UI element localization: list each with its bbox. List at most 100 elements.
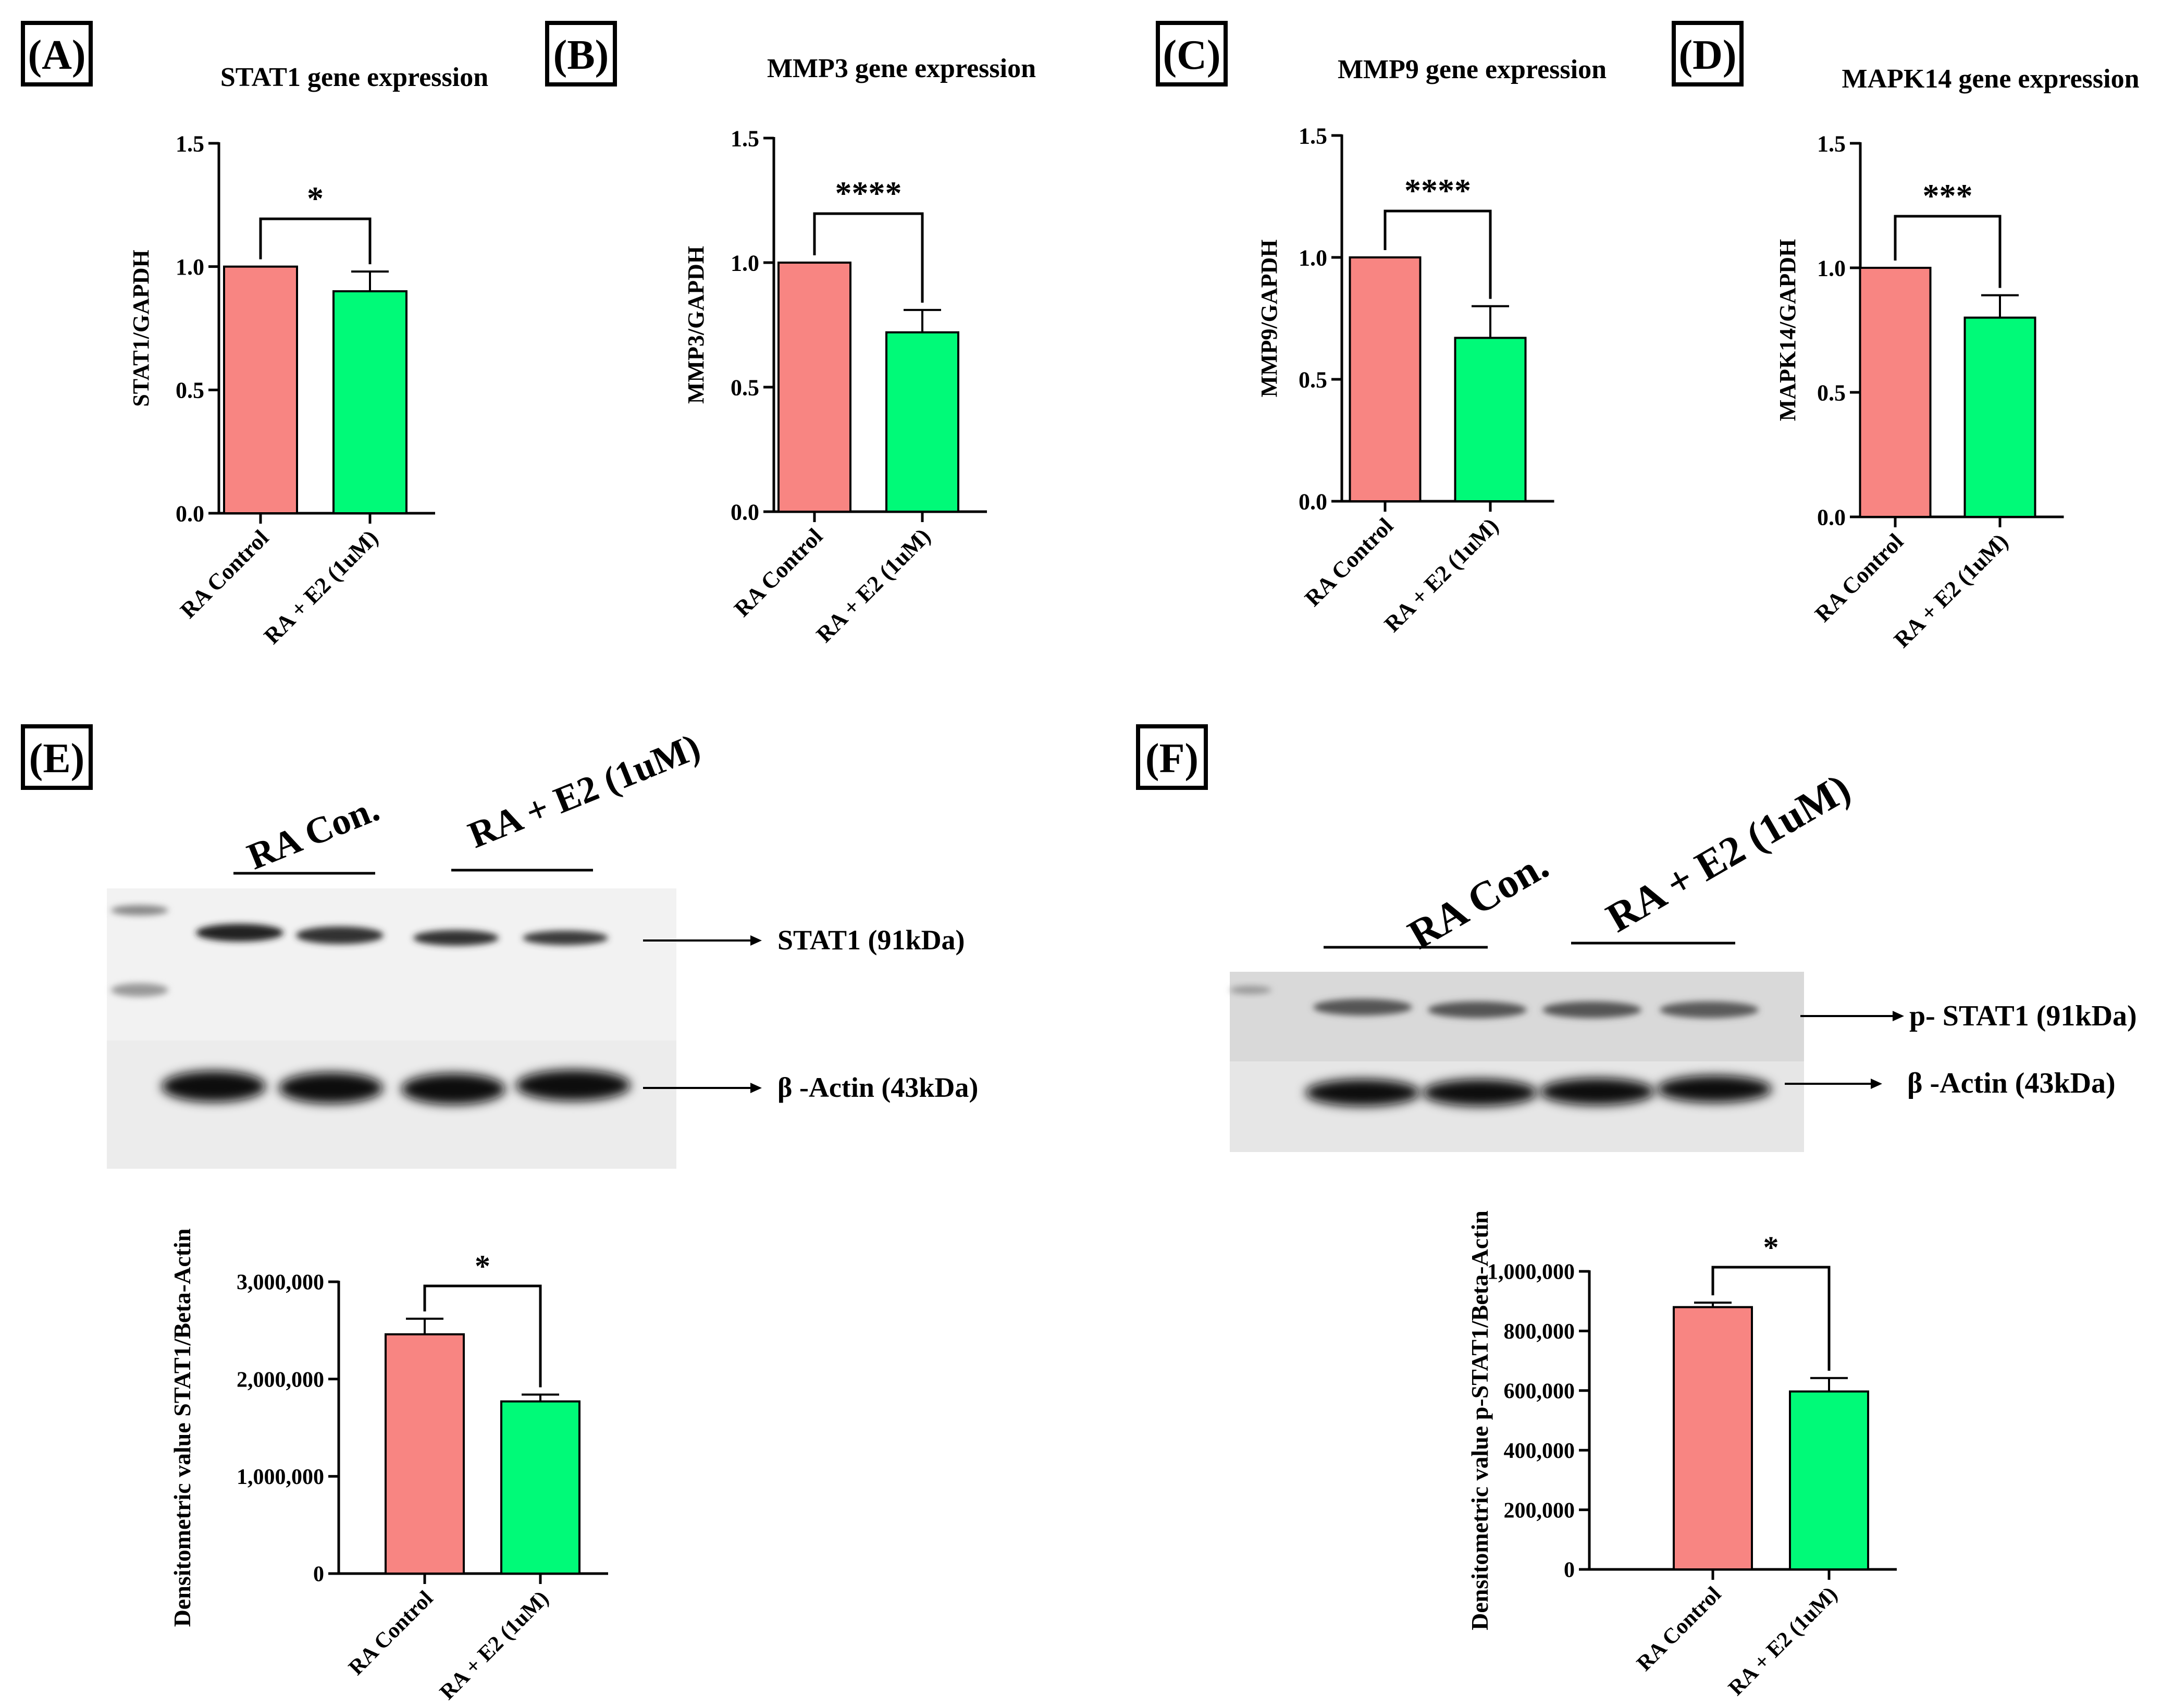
significance-bracket [259,217,372,265]
blot-e-group-treated: RA + E2 (1uM) [463,725,706,856]
significance-stars: * [475,1249,490,1283]
y-tick-label: 1.5 [1299,123,1327,148]
blot-e-membrane-actin [107,1041,676,1169]
y-tick-label: 2,000,000 [237,1368,324,1392]
panel-label-e: (E) [21,724,93,790]
y-axis-label: Densitometric value p-STAT1/Beta-Actin [1466,1210,1493,1630]
significance-bracket [813,212,924,303]
y-tick-label: 1.0 [1299,245,1327,270]
bar [385,1333,465,1575]
bar [777,262,851,513]
y-tick-label: 1.0 [1817,255,1846,281]
significance-stars: **** [1404,172,1471,209]
significance-bracket [1894,215,2002,288]
chart-title: MMP9 gene expression [1338,55,1607,84]
y-axis-label: Densitometric value STAT1/Beta-Actin [169,1229,195,1627]
bar [885,331,959,513]
bar [1673,1306,1753,1570]
chart-mapk14-expression: MAPK14 gene expression 0.0 0.5 1.0 1.5 MAPK14… [1775,64,2140,653]
panel-label-b: (B) [545,21,617,86]
y-tick-label: 1,000,000 [237,1465,324,1489]
x-tick-label: RA Control [1300,513,1398,611]
blot-e-group-control: RA Con. [242,787,385,877]
bar [500,1400,580,1575]
y-tick-label: 0 [313,1563,324,1587]
chart-title: MMP3 gene expression [767,54,1036,83]
y-tick-label: 0.0 [731,499,759,525]
y-axis-label: MMP9/GAPDH [1256,239,1282,397]
blot-e-band [413,930,499,946]
blot-f-band-label-pstat1: p- STAT1 (91kDa) [1909,1000,2137,1032]
y-tick-label: 1.0 [176,254,204,280]
significance-bracket [1384,209,1492,299]
y-tick-label: 0.0 [1299,489,1327,514]
x-tick-label: RA + E2 (1uM) [435,1587,553,1705]
blot-e-band [523,931,608,945]
y-tick-label: 400,000 [1504,1439,1575,1463]
blot-f-band [1540,1078,1654,1105]
x-tick-label: RA Control [344,1587,438,1680]
blot-f-membrane-actin [1230,1061,1804,1152]
svg-text:(F): (F) [1145,736,1199,782]
significance-stars: * [307,180,324,217]
chart-title: STAT1 gene expression [220,63,488,92]
y-tick-label: 800,000 [1504,1320,1575,1344]
blot-e-band [516,1070,631,1101]
blot-e-band [401,1073,505,1105]
bar [1454,337,1527,502]
y-axis-label: STAT1/GAPDH [128,250,154,407]
chart-mmp3-expression: MMP3 gene expression 0.0 0.5 1.0 1.5 MMP3/GAP… [683,54,1036,648]
svg-text:(C): (C) [1163,32,1220,78]
svg-text:(D): (D) [1678,32,1736,78]
significance-bracket [423,1284,542,1388]
bar [332,290,407,514]
y-tick-label: 0.5 [176,378,204,403]
y-tick-label: 600,000 [1504,1380,1575,1404]
blot-f-band [1313,999,1412,1016]
chart-stat1-densitometry: 0 1,000,000 2,000,000 3,000,000 Densitometri… [169,1229,608,1705]
blot-f-group-control: RA Con. [1401,842,1556,958]
x-tick-label: RA Control [175,525,274,623]
bar [1859,267,1932,518]
blot-f: RA Con. RA + E2 (1uM) p- STAT1 (91kDa) β… [1230,765,2137,1152]
y-tick-label: 1.5 [1817,131,1846,156]
blot-f-band [1660,1001,1759,1018]
y-tick-label: 3,000,000 [237,1271,324,1295]
panel-label-a: (A) [21,21,93,86]
y-tick-label: 0.5 [731,375,759,400]
blot-e-band-label-actin: β -Actin (43kDa) [777,1072,978,1103]
y-tick-label: 0 [1564,1558,1575,1582]
blot-f-group-treated: RA + E2 (1uM) [1599,765,1858,942]
blot-f-band [1657,1075,1772,1103]
svg-text:(A): (A) [28,32,85,78]
chart-pstat1-densitometry: 0 200,000 400,000 600,000 800,000 1,000,000De… [1466,1210,1897,1700]
y-tick-label: 0.5 [1817,380,1846,405]
significance-stars: * [1763,1230,1779,1265]
significance-bracket [1711,1266,1831,1371]
svg-text:(E): (E) [29,736,85,782]
chart-stat1-expression: STAT1 gene expression 0.0 0.5 1.0 1.5 STAT1/G… [128,63,488,649]
blot-e-band [296,926,384,944]
chart-title: MAPK14 gene expression [1842,64,2140,94]
blot-e-band [196,924,283,942]
y-tick-label: 200,000 [1504,1499,1575,1523]
chart-mmp9-expression: MMP9 gene expression 0.0 0.5 1.0 1.5 MMP9/GAP… [1256,55,1607,637]
panel-label-c: (C) [1156,21,1228,86]
x-tick-label: RA + E2 (1uM) [811,523,935,647]
panel-label-d: (D) [1672,21,1744,86]
y-axis-label: MAPK14/GAPDH [1775,239,1800,422]
blot-e-band [162,1071,266,1102]
blot-e-band-label-stat1: STAT1 (91kDa) [777,924,965,956]
y-tick-label: 1.0 [731,250,759,276]
panel-label-f: (F) [1136,724,1208,790]
significance-stars: *** [1923,177,1973,214]
x-tick-label: RA Control [1810,528,1908,627]
y-axis-label: MMP3/GAPDH [683,246,709,404]
blot-f-band [1542,1001,1641,1018]
bar [223,265,298,514]
bar [1789,1390,1869,1571]
bar [1963,316,2036,518]
y-tick-label: 0.0 [1817,504,1846,530]
blot-f-band-label-actin: β -Actin (43kDa) [1907,1067,2116,1099]
y-tick-label: 0.5 [1299,367,1327,392]
